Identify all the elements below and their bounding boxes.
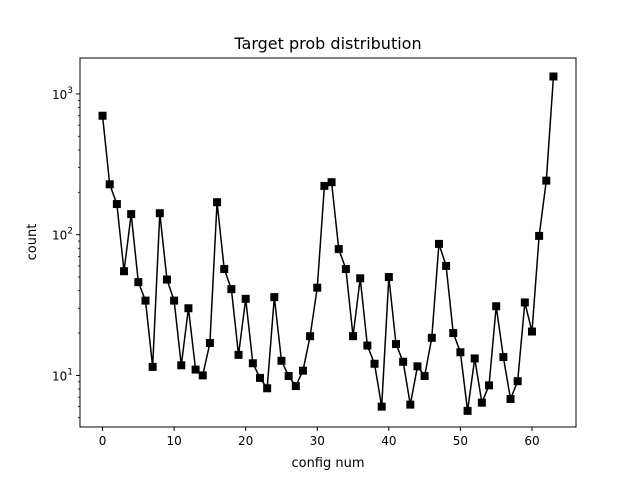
data-point-marker (549, 72, 558, 81)
data-point-marker (248, 359, 257, 368)
data-point-marker (513, 377, 522, 386)
data-point-marker (442, 261, 451, 270)
data-point-marker (205, 338, 214, 347)
data-point-marker (449, 329, 458, 338)
data-point-marker (470, 354, 479, 363)
data-point-marker (162, 275, 171, 284)
y-tick-label: 102 (52, 227, 73, 243)
data-point-marker (456, 348, 465, 357)
x-tick-label: 50 (453, 434, 468, 448)
data-point-marker (485, 381, 494, 390)
x-tick-label: 20 (238, 434, 253, 448)
data-point-marker (413, 362, 422, 371)
x-tick-label: 60 (524, 434, 539, 448)
data-point-marker (98, 111, 107, 120)
data-point-marker (241, 294, 250, 303)
data-point-marker (112, 200, 121, 209)
data-point-marker (527, 327, 536, 336)
plot-frame (79, 57, 577, 428)
chart-title: Target prob distribution (233, 34, 421, 53)
data-point-marker (220, 265, 229, 274)
data-point-marker (256, 373, 265, 382)
x-tick-label: 0 (99, 434, 107, 448)
data-point-marker (263, 384, 272, 393)
data-series (98, 72, 558, 415)
data-point-marker (427, 333, 436, 342)
data-point-marker (270, 293, 279, 302)
data-point-marker (277, 356, 286, 365)
data-point-marker (391, 340, 400, 349)
data-point-marker (213, 198, 222, 207)
data-point-marker (141, 296, 150, 305)
data-point-marker (184, 304, 193, 313)
data-point-marker (148, 362, 157, 371)
data-point-marker (399, 357, 408, 366)
data-point-marker (327, 178, 336, 187)
data-point-marker (341, 265, 350, 274)
data-point-marker (463, 406, 472, 415)
data-point-marker (520, 298, 529, 307)
y-tick-label: 103 (52, 86, 73, 102)
data-point-marker (320, 181, 329, 190)
data-point-marker (127, 210, 136, 219)
data-point-marker (177, 361, 186, 370)
data-point-marker (420, 372, 429, 381)
x-tick-label: 30 (310, 434, 325, 448)
data-point-marker (191, 365, 200, 374)
x-tick-label: 10 (166, 434, 181, 448)
y-axis-label: count (25, 224, 40, 261)
data-point-marker (105, 180, 114, 189)
data-point-marker (406, 400, 415, 409)
data-point-marker (542, 176, 551, 185)
data-point-marker (291, 382, 300, 391)
data-point-marker (434, 239, 443, 248)
data-point-marker (284, 372, 293, 381)
data-point-marker (506, 394, 515, 403)
data-point-marker (356, 274, 365, 283)
data-point-marker (134, 278, 143, 287)
data-point-marker (234, 350, 243, 359)
data-point-marker (535, 231, 544, 240)
data-point-marker (349, 332, 358, 341)
data-point-marker (492, 302, 501, 311)
data-point-marker (363, 341, 372, 350)
data-point-marker (170, 296, 179, 305)
y-tick-label: 101 (52, 367, 73, 383)
data-point-marker (334, 245, 343, 254)
data-point-marker (120, 267, 129, 276)
data-point-marker (499, 353, 508, 362)
data-point-marker (198, 371, 207, 380)
x-axis-label: config num (291, 456, 364, 471)
data-point-marker (313, 283, 322, 292)
data-point-marker (306, 332, 315, 341)
data-point-marker (298, 366, 307, 375)
data-point-marker (370, 359, 379, 368)
data-point-marker (155, 209, 164, 218)
x-tick-label: 40 (381, 434, 396, 448)
data-point-marker (227, 285, 236, 294)
data-point-marker (377, 402, 386, 411)
data-point-marker (477, 398, 486, 407)
axis-ticks: 0 10 20 30 40 50 60 101 102 103 (52, 86, 540, 448)
data-point-marker (384, 273, 393, 282)
